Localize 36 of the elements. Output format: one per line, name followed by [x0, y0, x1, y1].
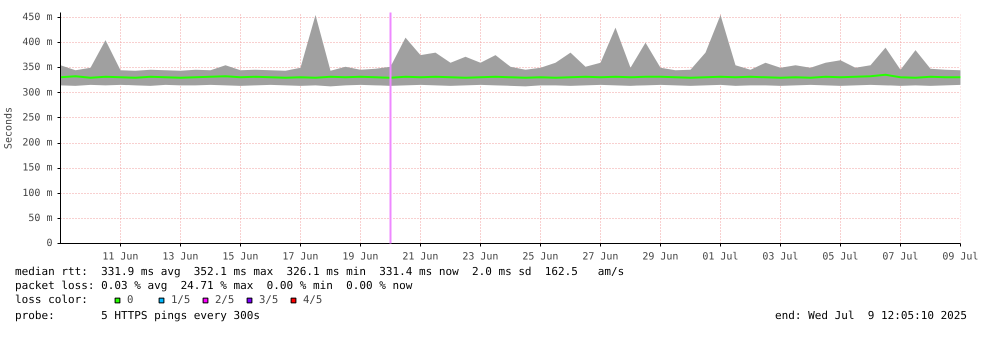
legend-title: loss color:	[15, 293, 88, 307]
legend-label: 3/5	[259, 293, 279, 306]
y-tick-label: 100 m	[22, 188, 53, 199]
x-tick-label: 03 Jul	[762, 252, 798, 262]
x-tick-label: 15 Jun	[222, 252, 258, 262]
x-tick-label: 17 Jun	[282, 252, 318, 262]
x-tick-label: 11 Jun	[102, 252, 138, 262]
y-tick-label: 400 m	[22, 37, 53, 48]
text: probe: 5 HTTPS pings every 300s	[15, 309, 260, 323]
legend-label: 0	[127, 293, 134, 306]
y-tick-label: 150 m	[22, 162, 53, 174]
legend-label: 1/5	[171, 293, 191, 306]
x-tick-label: 19 Jun	[342, 252, 378, 262]
x-tick-label: 09 Jul	[942, 252, 978, 262]
text: end: Wed Jul 9 12:05:10 2025	[775, 309, 968, 323]
x-tick-label: 07 Jul	[882, 252, 918, 262]
text: median rtt: 331.9 ms avg 352.1 ms max 326.1 ms min 331.4 ms now 2.0 ms sd 162.5 am/s	[15, 265, 624, 279]
y-tick-label: 0	[46, 238, 53, 249]
x-tick-label: 13 Jun	[162, 252, 198, 262]
y-tick-label: 200 m	[22, 138, 53, 149]
x-tick-label: 01 Jul	[702, 252, 738, 262]
y-tick-label: 450 m	[22, 12, 53, 24]
legend-label: 4/5	[303, 293, 323, 306]
x-tick-label: 23 Jun	[462, 252, 498, 262]
y-tick-label: 250 m	[22, 112, 53, 124]
y-axis-title: Seconds	[3, 106, 14, 150]
x-tick-label: 05 Jul	[822, 252, 858, 262]
x-tick-label: 27 Jun	[582, 252, 618, 262]
x-tick-label: 29 Jun	[642, 252, 678, 262]
x-tick-label: 21 Jun	[402, 252, 438, 262]
text: packet loss: 0.03 % avg 24.71 % max 0.00 % min 0.00 % now	[15, 279, 412, 293]
y-tick-label: 50 m	[28, 212, 53, 224]
legend-label: 2/5	[215, 293, 235, 306]
x-tick-label: 25 Jun	[522, 252, 558, 262]
y-tick-label: 350 m	[22, 62, 53, 74]
y-tick-label: 300 m	[22, 87, 53, 98]
